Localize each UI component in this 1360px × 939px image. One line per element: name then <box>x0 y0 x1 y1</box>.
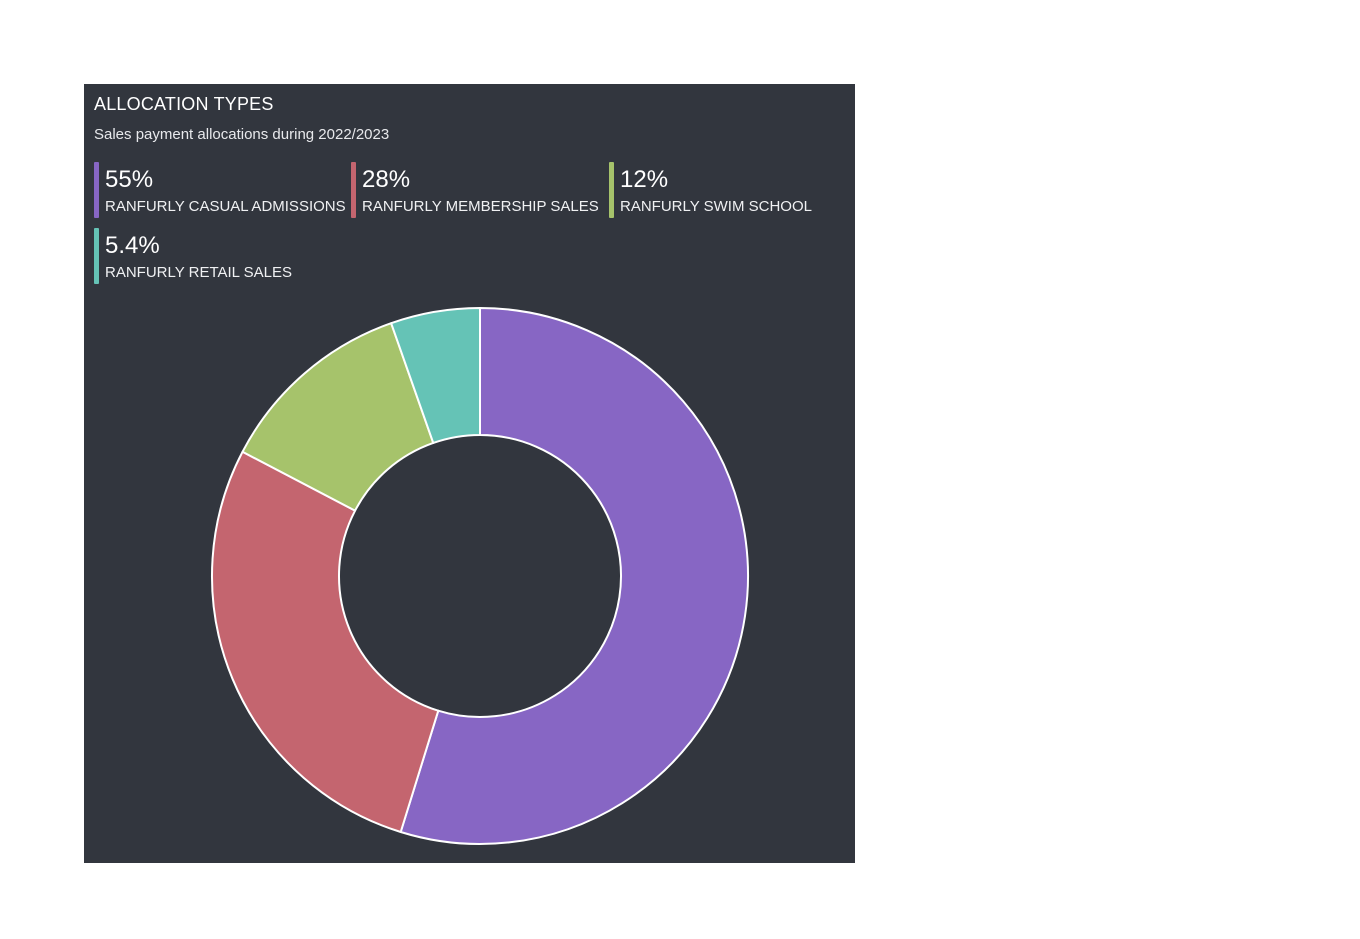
legend-color-swatch <box>94 162 99 218</box>
legend-item-membership-sales[interactable]: 28% RANFURLY MEMBERSHIP SALES <box>351 162 599 218</box>
donut-chart <box>211 307 749 845</box>
legend-color-swatch <box>351 162 356 218</box>
legend-value: 28% <box>362 166 411 193</box>
legend-color-swatch <box>94 228 99 284</box>
chart-subtitle: Sales payment allocations during 2022/20… <box>94 126 390 143</box>
legend-label: RANFURLY SWIM SCHOOL <box>620 198 812 215</box>
legend-label: RANFURLY RETAIL SALES <box>105 264 293 281</box>
legend-item-swim-school[interactable]: 12% RANFURLY SWIM SCHOOL <box>609 162 812 218</box>
legend-label: RANFURLY CASUAL ADMISSIONS <box>105 198 346 215</box>
legend-item-retail-sales[interactable]: 5.4% RANFURLY RETAIL SALES <box>94 228 292 284</box>
legend-label: RANFURLY MEMBERSHIP SALES <box>362 198 599 215</box>
allocation-types-card: ALLOCATION TYPES Sales payment allocatio… <box>84 84 855 863</box>
donut-slice-membership-sales[interactable] <box>211 450 440 833</box>
legend-item-casual-admissions[interactable]: 55% RANFURLY CASUAL ADMISSIONS <box>94 162 346 218</box>
legend-value: 12% <box>620 166 669 193</box>
legend-value: 55% <box>105 166 154 193</box>
donut-slice-retail-sales[interactable] <box>390 307 481 444</box>
legend-value: 5.4% <box>105 232 160 259</box>
legend-color-swatch <box>609 162 614 218</box>
chart-title: ALLOCATION TYPES <box>94 94 274 114</box>
donut-slice-casual-admissions[interactable] <box>399 307 749 845</box>
